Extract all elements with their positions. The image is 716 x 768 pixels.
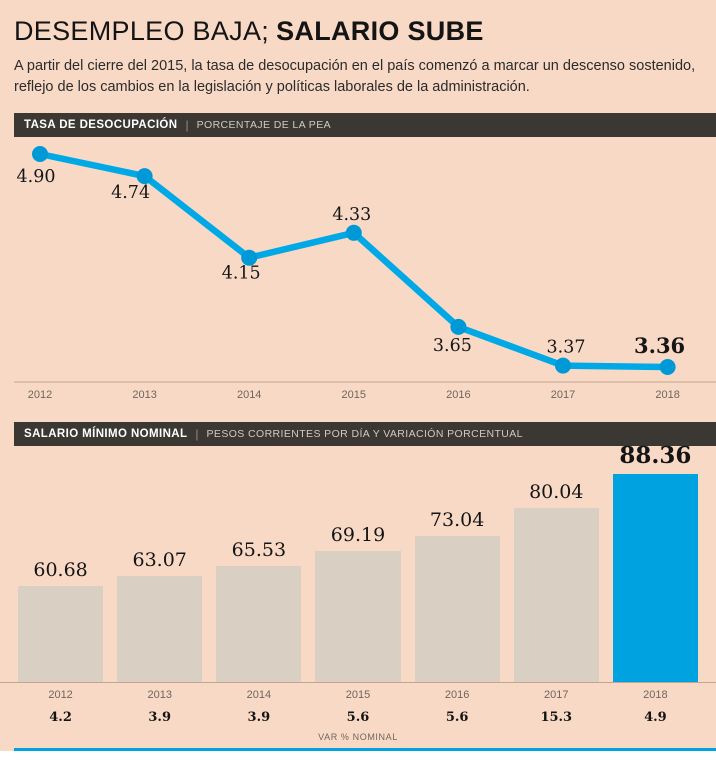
point-value-label: 4.74 xyxy=(111,183,150,203)
salary-bar xyxy=(612,473,698,682)
year-label: 2014 xyxy=(246,689,272,701)
section-subtitle: PORCENTAJE DE LA PEA xyxy=(196,119,332,131)
year-label: 2012 xyxy=(28,389,52,401)
salary-bar xyxy=(18,585,104,682)
section-title: TASA DE DESOCUPACIÓN xyxy=(24,119,178,131)
bar-column: 60.68 xyxy=(18,558,104,682)
data-point xyxy=(32,146,48,162)
variation-label: 4.2 xyxy=(49,710,72,725)
bar-chart-year-axis: 2012 2013 2014 2015 2016 2017 2018 xyxy=(0,683,716,701)
bar-value-label: 80.04 xyxy=(529,480,584,503)
point-value-label: 3.37 xyxy=(547,338,586,358)
salary-bar xyxy=(513,507,599,682)
year-label: 2016 xyxy=(444,689,470,701)
bar-column: 80.04 xyxy=(513,480,599,682)
salary-bar-chart: 60.68 63.07 65.53 69.19 73.04 80.04 88.36 xyxy=(0,442,716,683)
section-header-salary: SALARIO MÍNIMO NOMINAL | PESOS CORRIENTE… xyxy=(14,422,716,446)
salary-bar xyxy=(315,551,401,682)
variation-label: 5.6 xyxy=(346,710,370,725)
data-point xyxy=(450,318,467,335)
year-label: 2017 xyxy=(544,689,569,701)
bar-value-label: 60.68 xyxy=(33,558,88,581)
separator-bar: | xyxy=(185,118,189,132)
salary-bar xyxy=(414,535,500,682)
page-title-regular: DESEMPLEO BAJA; xyxy=(14,16,270,46)
variation-label: 3.9 xyxy=(148,710,172,725)
year-label: 2015 xyxy=(345,689,371,701)
point-value-label: 3.65 xyxy=(433,336,472,356)
bar-value-label: 63.07 xyxy=(132,549,187,572)
salary-bar xyxy=(216,566,302,682)
salary-bar xyxy=(117,576,203,682)
year-label: 2014 xyxy=(237,389,261,401)
infographic: DESEMPLEO BAJA; SALARIO SUBE A partir del… xyxy=(0,0,716,751)
section-subtitle: PESOS CORRIENTES POR DÍA Y VARIACIÓN POR… xyxy=(206,428,523,440)
bar-value-label: 69.19 xyxy=(330,524,386,547)
year-label: 2018 xyxy=(643,689,668,701)
bar-value-label: 73.04 xyxy=(429,508,485,531)
point-value-label: 3.36 xyxy=(634,333,685,358)
section-title: SALARIO MÍNIMO NOMINAL xyxy=(24,428,188,440)
variation-label: 15.3 xyxy=(540,710,573,725)
bar-value-label: 88.36 xyxy=(619,441,692,469)
data-point xyxy=(345,224,362,241)
point-value-label: 4.90 xyxy=(17,167,56,187)
year-label: 2012 xyxy=(48,689,73,701)
page-title-bold: SALARIO SUBE xyxy=(276,16,484,46)
source-credit-bar: FUENTE: INEGI. GRÁFICO EE: STAFF. xyxy=(14,748,716,751)
page-title: DESEMPLEO BAJA; SALARIO SUBE xyxy=(14,16,702,47)
data-point xyxy=(555,357,571,374)
data-point xyxy=(136,168,153,185)
unemployment-line-chart: 4.90 4.74 4.15 4.33 3.65 3.37 3.36 2012 2013 2014… xyxy=(14,146,716,401)
variation-label: 3.9 xyxy=(247,710,271,725)
bar-column: 88.36 xyxy=(612,441,698,682)
variation-axis-label: VAR % NOMINAL xyxy=(318,732,398,742)
separator-bar: | xyxy=(195,427,199,441)
year-label: 2013 xyxy=(132,389,156,401)
variation-label: 5.6 xyxy=(445,710,469,725)
point-value-label: 4.33 xyxy=(332,205,371,225)
year-label: 2016 xyxy=(446,389,470,401)
data-point xyxy=(241,249,258,266)
bar-column: 73.04 xyxy=(414,508,500,682)
year-label: 2013 xyxy=(147,689,172,701)
year-label: 2015 xyxy=(342,389,366,401)
year-label: 2018 xyxy=(655,389,679,401)
bar-value-label: 65.53 xyxy=(231,539,287,562)
page-subtitle: A partir del cierre del 2015, la tasa de… xyxy=(14,58,696,95)
bar-column: 69.19 xyxy=(315,524,401,682)
infographic-header: DESEMPLEO BAJA; SALARIO SUBE A partir del… xyxy=(0,0,716,98)
point-value-label: 4.15 xyxy=(222,264,261,284)
data-point xyxy=(659,359,676,375)
variation-label: 4.9 xyxy=(644,710,667,725)
bar-column: 63.07 xyxy=(117,549,203,682)
bar-chart-variation-row: 4.2 3.9 3.9 5.6 5.6 15.3 4.9 xyxy=(0,701,716,725)
bar-column: 65.53 xyxy=(216,539,302,682)
year-label: 2017 xyxy=(551,389,575,401)
section-header-unemployment: TASA DE DESOCUPACIÓN | PORCENTAJE DE LA … xyxy=(14,113,716,137)
